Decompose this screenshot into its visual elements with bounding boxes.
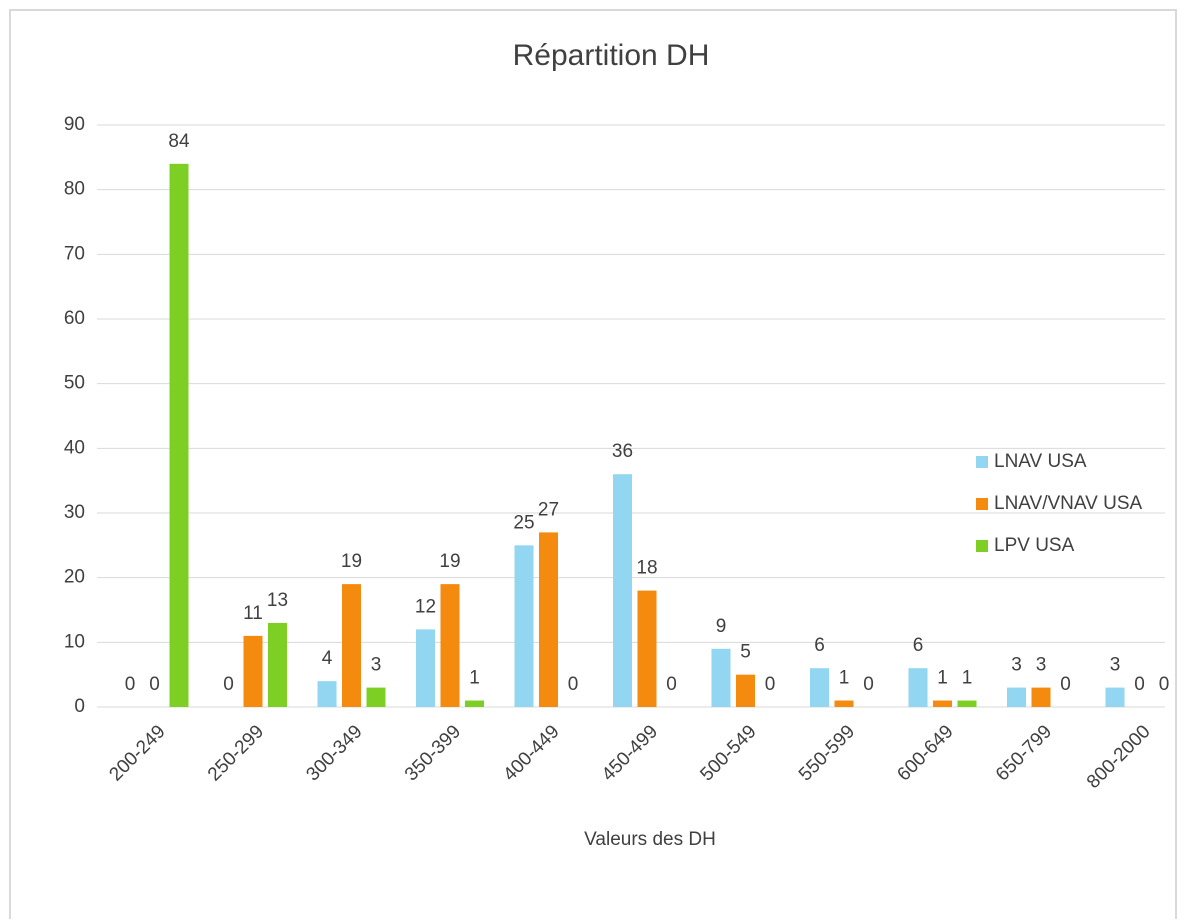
data-label: 0 bbox=[765, 674, 776, 695]
bar bbox=[933, 700, 952, 707]
data-label: 4 bbox=[322, 648, 333, 669]
y-tick-label: 60 bbox=[64, 308, 85, 329]
bar bbox=[1007, 687, 1026, 707]
y-tick-label: 80 bbox=[64, 179, 85, 200]
bar bbox=[465, 700, 484, 707]
data-label: 0 bbox=[666, 674, 677, 695]
bar bbox=[366, 687, 386, 707]
data-label: 84 bbox=[168, 131, 190, 152]
bar bbox=[539, 532, 558, 707]
bar bbox=[1031, 687, 1051, 707]
bar bbox=[1105, 687, 1125, 707]
y-tick-label: 30 bbox=[64, 502, 85, 523]
data-label: 0 bbox=[223, 674, 234, 695]
bar bbox=[169, 163, 189, 708]
legend-label: LNAV USA bbox=[994, 451, 1087, 472]
y-tick-label: 50 bbox=[64, 373, 85, 394]
data-label: 0 bbox=[863, 674, 874, 695]
data-label: 1 bbox=[937, 668, 948, 689]
bar bbox=[317, 681, 337, 707]
y-tick-label: 70 bbox=[64, 243, 85, 264]
data-label: 3 bbox=[1036, 655, 1047, 676]
legend-swatch bbox=[976, 540, 988, 552]
bar bbox=[957, 700, 977, 707]
data-label: 3 bbox=[371, 655, 382, 676]
bar bbox=[711, 648, 731, 707]
y-tick-label: 10 bbox=[64, 631, 85, 652]
chart-title: Répartition DH bbox=[513, 39, 710, 72]
data-label: 0 bbox=[568, 674, 579, 695]
data-label: 6 bbox=[913, 635, 924, 656]
data-label: 3 bbox=[1011, 655, 1022, 676]
bar bbox=[637, 590, 657, 707]
data-label: 0 bbox=[1159, 674, 1170, 695]
data-label: 0 bbox=[1060, 674, 1071, 695]
bar bbox=[908, 668, 928, 707]
legend-label: LNAV/VNAV USA bbox=[994, 493, 1143, 514]
data-label: 13 bbox=[267, 590, 288, 611]
bar bbox=[613, 474, 632, 707]
data-label: 19 bbox=[341, 551, 362, 572]
data-label: 1 bbox=[962, 668, 973, 689]
data-label: 1 bbox=[469, 668, 480, 689]
x-axis-title: Valeurs des DH bbox=[584, 829, 716, 850]
bar bbox=[243, 635, 263, 707]
y-tick-label: 90 bbox=[64, 114, 85, 135]
bar bbox=[440, 584, 460, 707]
data-label: 0 bbox=[125, 674, 136, 695]
bar bbox=[268, 622, 287, 707]
bar bbox=[810, 668, 829, 707]
data-label: 19 bbox=[439, 551, 460, 572]
data-label: 36 bbox=[612, 441, 633, 462]
data-label: 0 bbox=[1134, 674, 1145, 695]
legend-swatch bbox=[976, 498, 988, 510]
legend-swatch bbox=[976, 456, 988, 468]
bar bbox=[834, 700, 854, 707]
data-label: 11 bbox=[243, 603, 263, 624]
bar bbox=[342, 584, 361, 707]
data-label: 12 bbox=[415, 596, 436, 617]
data-label: 9 bbox=[716, 616, 727, 637]
data-label: 1 bbox=[839, 668, 850, 689]
data-label: 3 bbox=[1110, 655, 1121, 676]
y-tick-label: 0 bbox=[74, 696, 85, 717]
y-tick-label: 40 bbox=[64, 437, 85, 458]
legend-label: LPV USA bbox=[994, 535, 1075, 556]
data-label: 25 bbox=[513, 512, 534, 533]
y-tick-label: 20 bbox=[64, 567, 85, 588]
data-label: 5 bbox=[740, 642, 751, 663]
data-label: 6 bbox=[814, 635, 825, 656]
bar bbox=[514, 545, 534, 707]
bar bbox=[736, 674, 755, 707]
data-label: 27 bbox=[538, 499, 559, 520]
bar bbox=[416, 629, 435, 707]
data-label: 18 bbox=[636, 558, 657, 579]
data-label: 0 bbox=[149, 674, 160, 695]
